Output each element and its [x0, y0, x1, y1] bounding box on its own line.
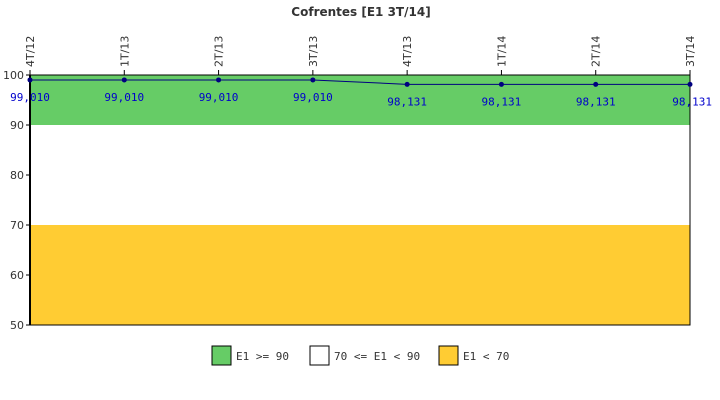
y-tick-label: 70: [10, 219, 24, 232]
x-tick-label: 3T/13: [307, 36, 320, 67]
data-label: 98,131: [482, 95, 522, 108]
x-tick-label: 1T/13: [118, 36, 131, 67]
data-point: [121, 77, 127, 83]
data-label: 99,010: [104, 91, 144, 104]
data-point: [593, 81, 599, 87]
y-tick-label: 60: [10, 269, 24, 282]
y-tick-label: 50: [10, 319, 24, 332]
data-label: 99,010: [199, 91, 239, 104]
data-point: [216, 77, 222, 83]
legend-label: 70 <= E1 < 90: [334, 350, 420, 363]
y-tick-label: 100: [3, 69, 24, 82]
x-tick-label: 4T/12: [24, 36, 37, 67]
data-point: [404, 81, 410, 87]
legend: E1 >= 90 70 <= E1 < 90 E1 < 70: [211, 345, 509, 366]
data-label: 99,010: [10, 91, 50, 104]
data-label: 98,131: [576, 95, 616, 108]
data-point: [27, 77, 33, 83]
data-point: [310, 77, 316, 83]
data-label: 99,010: [293, 91, 333, 104]
legend-swatch: [438, 345, 459, 366]
data-label: 98,131: [672, 95, 712, 108]
band-2: [30, 225, 690, 325]
x-tick-label: 1T/14: [495, 36, 508, 67]
chart-title: Cofrentes [E1 3T/14]: [291, 5, 430, 19]
band-1: [30, 125, 690, 225]
data-point: [687, 81, 693, 87]
series: 99,010 99,010 99,010 99,010 98,131 98,131 98,1…: [10, 77, 712, 108]
x-axis-ticks: 4T/12 1T/13 2T/13 3T/13 4T/13 1T/14 2T/14 3T/14: [24, 36, 697, 75]
legend-label: E1 < 70: [463, 350, 509, 363]
threshold-bands: [30, 75, 690, 325]
x-tick-label: 3T/14: [684, 36, 697, 67]
y-tick-label: 80: [10, 169, 24, 182]
legend-label: E1 >= 90: [236, 350, 289, 363]
y-axis-ticks: 50 60 70 80 90 100: [3, 69, 30, 332]
x-tick-label: 2T/13: [213, 36, 226, 67]
data-point: [498, 81, 504, 87]
data-label: 98,131: [387, 95, 427, 108]
x-tick-label: 4T/13: [401, 36, 414, 67]
series-line: [30, 79, 690, 85]
band-0: [30, 75, 690, 125]
x-tick-label: 2T/14: [590, 36, 603, 67]
y-tick-label: 90: [10, 119, 24, 132]
legend-swatch: [309, 345, 330, 366]
axes: [29, 74, 691, 326]
legend-swatch: [211, 345, 232, 366]
